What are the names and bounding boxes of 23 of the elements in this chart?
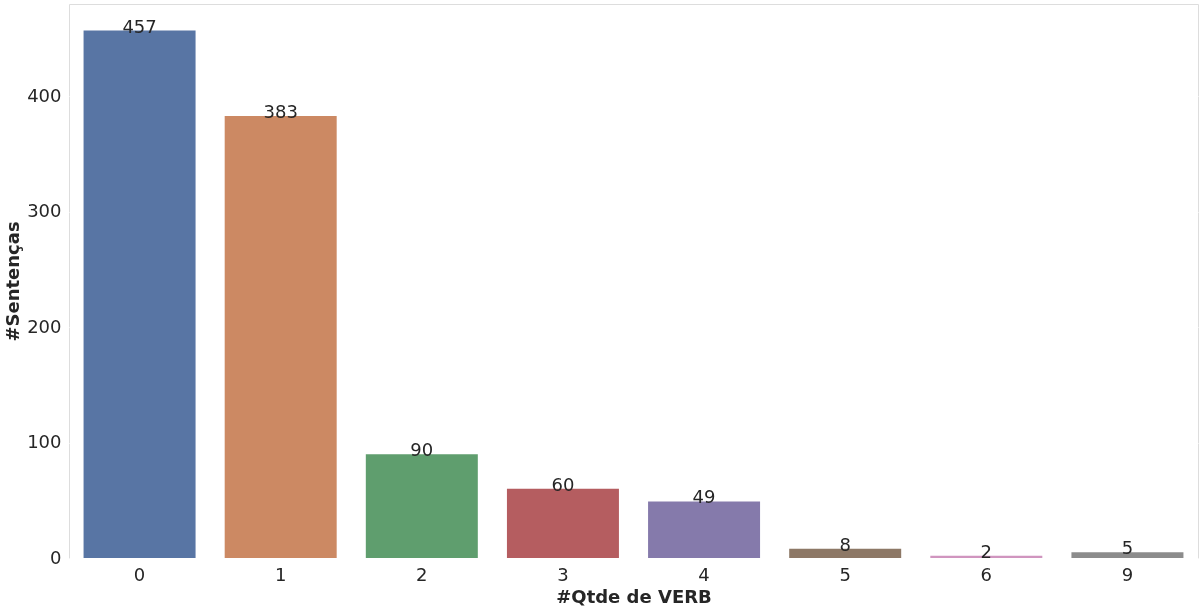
- data-label: 5: [1121, 537, 1134, 559]
- bar: [1071, 552, 1184, 558]
- x-tick-label: 3: [557, 563, 569, 585]
- y-tick-label: 0: [50, 546, 62, 568]
- y-tick-label: 400: [27, 84, 62, 106]
- data-label: 49: [692, 486, 716, 508]
- data-label: 457: [122, 15, 157, 37]
- y-axis-title: #Sentenças: [2, 221, 24, 342]
- y-tick-label: 300: [27, 200, 62, 222]
- bar: [365, 454, 478, 558]
- x-tick-label: 1: [274, 563, 287, 585]
- data-label: 90: [410, 439, 434, 461]
- data-label: 2: [980, 540, 993, 562]
- bar: [648, 501, 761, 558]
- x-tick-label: 6: [980, 563, 993, 585]
- x-tick-label: 0: [133, 563, 146, 585]
- x-tick-label: 4: [698, 563, 710, 585]
- x-tick-label: 5: [839, 563, 851, 585]
- x-axis-title: #Qtde de VERB: [556, 585, 712, 607]
- y-tick-label: 100: [27, 431, 62, 453]
- x-tick-label: 2: [416, 563, 428, 585]
- y-tick-label: 200: [27, 315, 62, 337]
- x-tick-label: 9: [1121, 563, 1134, 585]
